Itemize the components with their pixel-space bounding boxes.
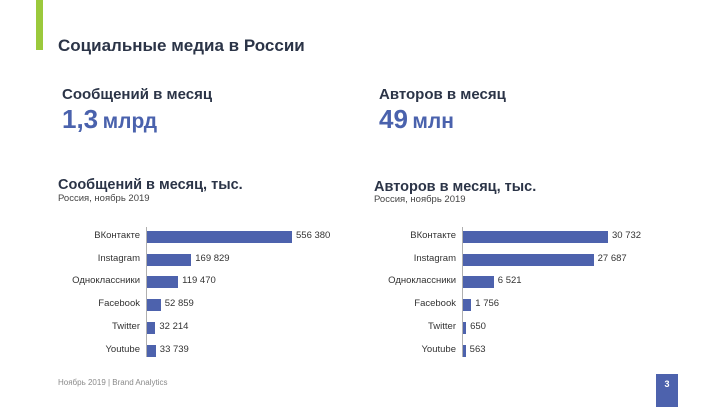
authors-value-label: 6 521 [497,275,522,287]
messages-bar [147,276,179,289]
messages-category-label: Youtube [105,343,140,355]
authors-category-label: Facebook [414,298,456,310]
messages-category-label: Twitter [112,320,140,332]
authors-category-label: ВКонтакте [410,230,456,241]
authors-value-label: 650 [470,320,486,332]
authors-category-label: Одноклассники [388,275,456,287]
authors-value-label: 27 687 [597,252,627,264]
messages-category-label: Instagram [97,252,140,264]
messages-value-label: 169 829 [195,252,230,264]
messages-category-label: Facebook [98,298,140,310]
messages-chart-title: Сообщений в месяц, тыс. [58,177,243,193]
messages-chart-subtitle: Россия, ноябрь 2019 [58,193,150,204]
authors-value-label: 1 756 [475,298,500,310]
authors-chart-title: Авторов в месяц, тыс. [374,179,537,195]
messages-bar [147,253,192,266]
messages-bar-chart: ВКонтакте 556 380 Instagram 169 829 Одноклас… [0,227,362,362]
authors-bar [463,231,608,243]
authors-bar [463,299,472,312]
messages-stat-label: Сообщений в месяц [62,86,213,103]
messages-stat-number: 1,3 [62,104,99,134]
messages-category-label: ВКонтакте [94,230,140,241]
authors-value-label: 30 732 [612,230,642,241]
slide-title: Социальные медиа в России [58,36,305,55]
authors-stat-label: Авторов в месяц [379,86,506,103]
authors-category-label: Instagram [413,252,456,264]
authors-stat-value: 49 млн [379,104,454,135]
messages-bar [147,231,292,243]
footer-text: Ноябрь 2019 | Brand Analytics [58,378,168,387]
authors-bar [463,276,494,289]
messages-value-label: 556 380 [296,230,331,241]
authors-category-label: Twitter [428,320,456,332]
authors-stat-unit: млн [412,110,454,133]
messages-bar [147,299,161,312]
authors-chart-subtitle: Россия, ноябрь 2019 [374,194,466,205]
authors-bar [463,321,467,334]
authors-bar-chart: ВКонтакте 30 732 Instagram 27 687 Одноклассн… [316,227,678,362]
messages-stat-value: 1,3 млрд [62,104,157,135]
messages-value-label: 33 739 [159,343,189,355]
authors-chart-axis [462,227,463,357]
messages-value-label: 52 859 [164,298,194,310]
authors-bar [463,253,594,266]
messages-category-label: Одноклассники [72,275,140,287]
messages-value-label: 119 470 [182,275,216,287]
authors-category-label: Youtube [421,343,456,355]
authors-stat-number: 49 [379,104,408,134]
page-number: 3 [656,374,678,407]
messages-bar [147,321,156,334]
accent-bar [36,0,43,50]
messages-bar [147,344,156,357]
messages-chart-axis [146,227,147,357]
messages-stat-unit: млрд [102,110,158,133]
authors-value-label: 563 [469,343,486,355]
messages-value-label: 32 214 [159,320,189,332]
authors-bar [463,344,466,357]
